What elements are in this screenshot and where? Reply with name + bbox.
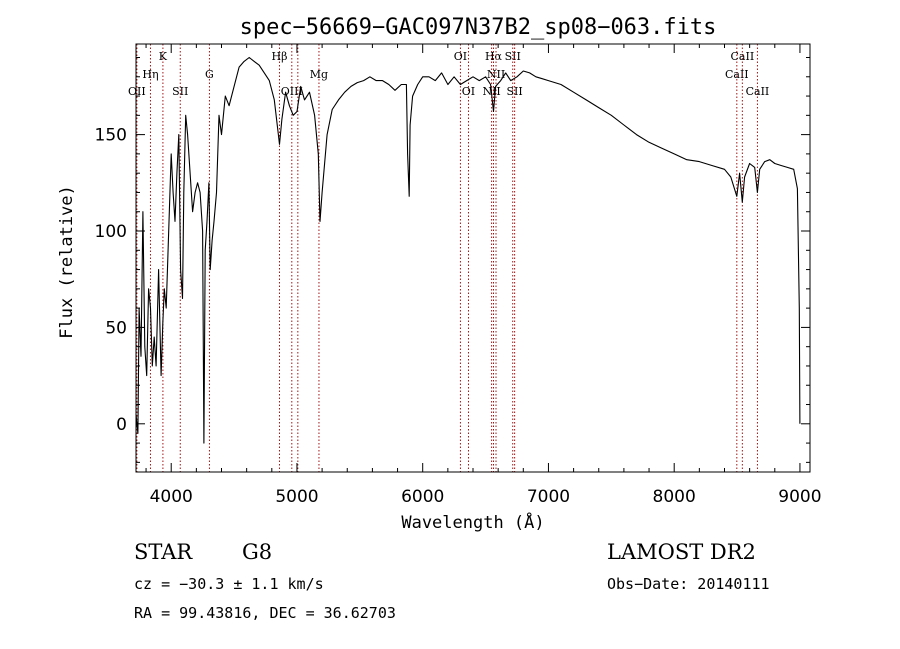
spectrum-line-0: [135, 56, 801, 444]
line-label-12: Hα: [485, 50, 503, 63]
line-label-10: OI: [462, 85, 475, 98]
plot-frame: [135, 43, 811, 473]
line-label-8: Mg: [310, 68, 328, 81]
y-tick-label-1: 50: [105, 318, 127, 338]
line-label-9: OI: [454, 50, 467, 63]
x-tick-label-1: 5000: [275, 487, 318, 507]
redshift-velocity: cz = −30.3 ± 1.1 km/s: [134, 575, 324, 593]
line-label-5: Hβ: [271, 50, 287, 63]
x-axis: 4000 5000 6000 7000 8000 9000: [145, 44, 822, 507]
y-axis-label: Flux (relative): [57, 185, 77, 339]
line-label-2: K: [159, 50, 168, 63]
line-label-1: Hη: [142, 68, 158, 81]
x-tick-label-4: 8000: [653, 487, 696, 507]
survey-name: LAMOST DR2: [607, 540, 756, 564]
y-tick-label-3: 150: [95, 126, 127, 146]
line-label-4: G: [205, 68, 214, 81]
line-label-0: OII: [128, 85, 146, 98]
line-label-13: NII: [487, 68, 505, 81]
line-label-15: SII: [507, 85, 523, 98]
object-subclass: G8: [242, 540, 273, 564]
x-tick-label-3: 7000: [527, 487, 570, 507]
line-label-18: CaII: [746, 85, 770, 98]
line-label-3: SII: [172, 85, 188, 98]
chart-title: spec−56669−GAC097N37B2_sp08−063.fits: [240, 15, 717, 40]
observation-date: Obs−Date: 20140111: [607, 575, 770, 593]
x-tick-label-2: 6000: [401, 487, 444, 507]
x-tick-label-0: 4000: [150, 487, 193, 507]
object-class: STAR: [134, 540, 193, 564]
y-tick-label-2: 100: [95, 222, 127, 242]
x-tick-label-5: 9000: [778, 487, 821, 507]
x-axis-label: Wavelength (Å): [401, 511, 544, 533]
line-label-17: CaII: [731, 50, 755, 63]
line-label-16: CaII: [725, 68, 749, 81]
y-axis: 0 50 100 150: [95, 56, 810, 463]
y-tick-label-0: 0: [116, 415, 127, 435]
coordinates: RA = 99.43816, DEC = 36.62703: [134, 604, 396, 622]
line-label-14: SII: [505, 50, 521, 63]
spectrum-series: [135, 56, 801, 444]
